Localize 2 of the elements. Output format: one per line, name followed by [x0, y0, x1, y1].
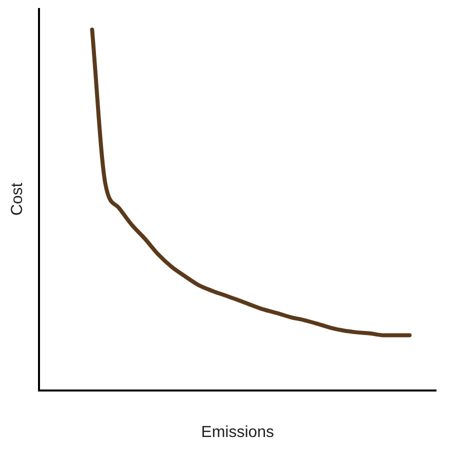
x-axis-title: Emissions	[201, 424, 274, 441]
y-axis-title: Cost	[9, 182, 26, 216]
